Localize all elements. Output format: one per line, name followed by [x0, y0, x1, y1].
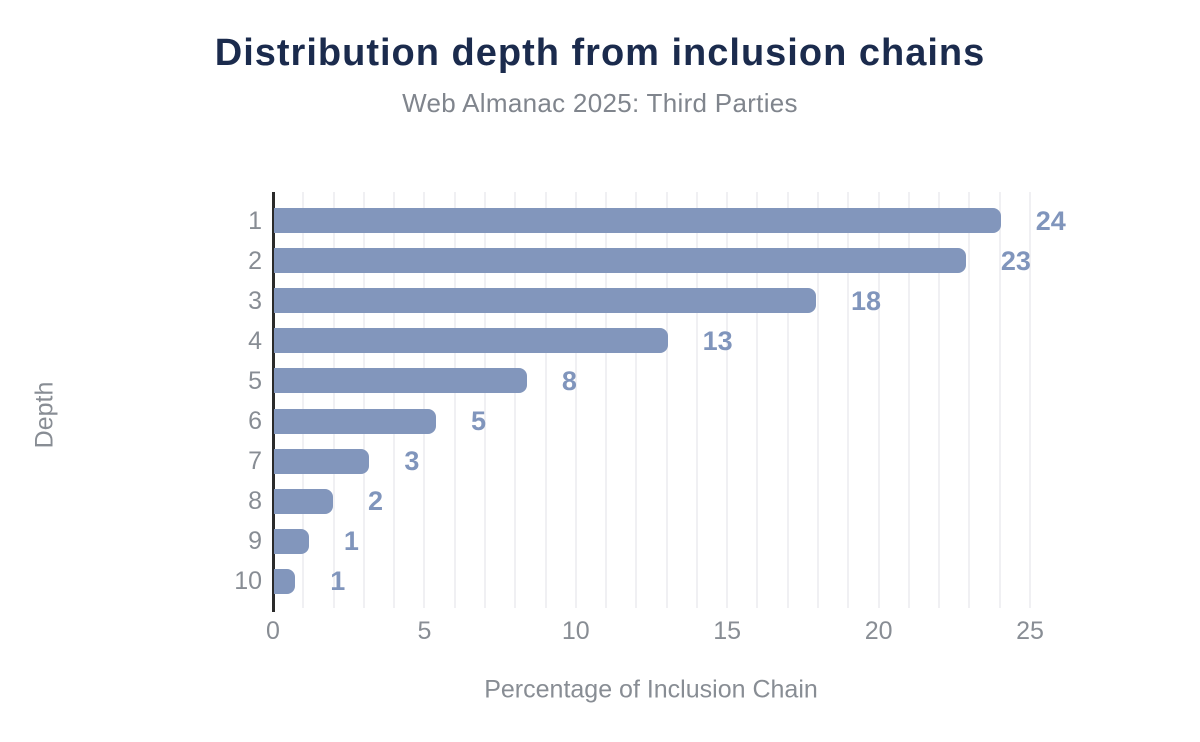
bar	[274, 328, 668, 354]
bar-value-label: 1	[330, 566, 346, 597]
gridline	[574, 192, 577, 608]
bar	[274, 208, 1001, 233]
bar-value-label: 18	[851, 285, 882, 316]
gridline	[362, 192, 365, 608]
y-category-label: 2	[248, 246, 262, 275]
gridline	[332, 192, 335, 608]
gridline	[726, 192, 729, 608]
y-axis-line	[272, 192, 275, 612]
chart-subtitle: Web Almanac 2025: Third Parties	[402, 88, 798, 118]
x-tick-label: 0	[266, 617, 280, 645]
y-category-label: 9	[248, 527, 262, 556]
y-category-label: 10	[234, 567, 262, 596]
bar-value-label: 1	[343, 526, 359, 557]
plot-area: 1 24 2 23 3 18 4 13 5 8 6 5 7 3 8 2 9 1 10 1 0 5 10 15 20 25	[234, 192, 1066, 645]
bar	[274, 248, 966, 274]
gridline	[544, 192, 547, 608]
bar-value-label: 2	[368, 486, 384, 517]
gridline	[877, 192, 880, 608]
y-category-label: 1	[248, 206, 262, 235]
gridline	[302, 192, 305, 608]
bar	[274, 528, 309, 554]
gridline	[605, 192, 608, 608]
bar-value-label: 23	[1000, 245, 1031, 276]
gridline	[483, 192, 486, 608]
bar	[274, 368, 527, 394]
y-category-label: 5	[248, 366, 262, 395]
y-category-label: 7	[248, 447, 262, 476]
x-tick-label: 25	[1016, 617, 1044, 645]
chart-title: Distribution depth from inclusion chains	[214, 32, 986, 74]
gridline	[998, 192, 1001, 608]
y-axis-title: Depth	[30, 381, 59, 449]
gridline	[665, 192, 668, 608]
bar-value-label: 3	[404, 446, 420, 477]
gridline	[907, 192, 910, 608]
bar-value-label: 24	[1035, 205, 1066, 236]
gridline	[453, 192, 456, 608]
x-tick-label: 15	[713, 617, 742, 645]
gridline	[393, 192, 396, 608]
x-tick-label: 5	[417, 617, 432, 645]
gridline	[695, 192, 698, 608]
y-category-label: 6	[248, 407, 262, 435]
gridline	[786, 192, 789, 608]
gridline	[817, 192, 820, 608]
gridline	[968, 192, 971, 608]
gridline	[756, 192, 759, 608]
gridline	[514, 192, 517, 608]
bar	[274, 488, 334, 514]
bar-value-label: 8	[561, 365, 577, 396]
bar	[274, 448, 370, 474]
gridline	[423, 192, 426, 608]
gridline	[847, 192, 850, 608]
x-tick-label: 10	[561, 617, 590, 645]
bar-value-label: 5	[470, 406, 487, 436]
gridline	[938, 192, 941, 608]
bar-value-label: 13	[702, 325, 733, 356]
x-axis-title: Percentage of Inclusion Chain	[484, 675, 818, 704]
bar	[274, 408, 436, 434]
y-category-label: 3	[248, 286, 262, 315]
bar	[274, 568, 296, 594]
x-tick-label: 20	[864, 617, 893, 645]
gridline	[1029, 192, 1031, 608]
bar	[274, 288, 816, 314]
y-category-label: 4	[248, 326, 262, 355]
y-category-label: 8	[248, 487, 262, 516]
gridline	[635, 192, 638, 608]
